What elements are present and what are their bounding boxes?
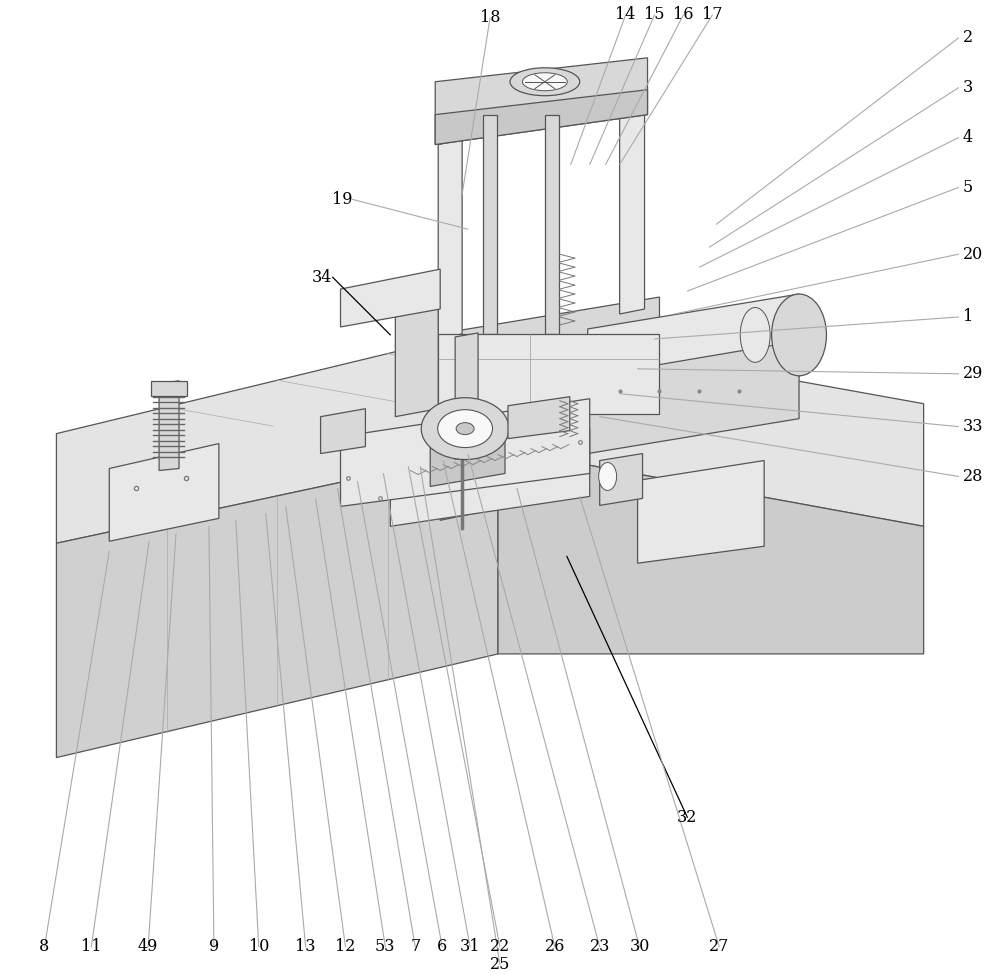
Polygon shape [600, 453, 643, 505]
Bar [438, 333, 659, 413]
Text: 2: 2 [963, 29, 973, 47]
Text: 4: 4 [963, 129, 973, 146]
Text: 14: 14 [615, 7, 636, 23]
Text: 25: 25 [490, 956, 510, 973]
Ellipse shape [599, 462, 617, 490]
Text: 33: 33 [963, 418, 983, 435]
Ellipse shape [772, 294, 826, 375]
Polygon shape [56, 448, 498, 758]
Text: 31: 31 [460, 939, 480, 956]
Polygon shape [435, 58, 648, 144]
Polygon shape [341, 399, 590, 506]
Text: 1: 1 [963, 308, 973, 326]
Ellipse shape [438, 410, 493, 448]
Text: 3: 3 [963, 79, 973, 97]
Ellipse shape [421, 398, 509, 459]
Text: 8: 8 [39, 939, 50, 956]
Bar [483, 115, 497, 333]
Polygon shape [341, 269, 440, 327]
Ellipse shape [740, 307, 770, 363]
Text: 22: 22 [490, 939, 510, 956]
Polygon shape [588, 341, 799, 453]
Text: 18: 18 [480, 10, 500, 26]
Text: 32: 32 [677, 809, 698, 826]
Polygon shape [159, 381, 179, 471]
Ellipse shape [522, 73, 567, 91]
Ellipse shape [456, 422, 474, 435]
Polygon shape [455, 332, 478, 437]
Polygon shape [56, 327, 924, 543]
Text: 11: 11 [81, 939, 102, 956]
Polygon shape [390, 429, 590, 526]
Polygon shape [588, 294, 799, 409]
Polygon shape [430, 418, 505, 487]
Text: 17: 17 [702, 7, 723, 23]
Text: 49: 49 [138, 939, 158, 956]
Text: 34: 34 [312, 269, 333, 286]
Text: 53: 53 [375, 939, 396, 956]
Text: 20: 20 [963, 246, 983, 262]
Text: 23: 23 [589, 939, 610, 956]
Polygon shape [508, 397, 570, 439]
Ellipse shape [510, 68, 580, 96]
Text: 10: 10 [249, 939, 269, 956]
Polygon shape [440, 460, 498, 521]
Text: 27: 27 [709, 939, 729, 956]
Bar [545, 115, 559, 333]
Text: 16: 16 [673, 7, 694, 23]
Text: 5: 5 [963, 178, 973, 196]
Polygon shape [321, 409, 365, 453]
Polygon shape [638, 460, 764, 564]
Polygon shape [438, 139, 462, 339]
Text: 19: 19 [332, 191, 352, 208]
Text: 12: 12 [335, 939, 356, 956]
Text: 29: 29 [963, 366, 983, 382]
Text: 7: 7 [410, 939, 420, 956]
Polygon shape [109, 444, 219, 541]
Text: 13: 13 [295, 939, 316, 956]
Polygon shape [395, 307, 438, 416]
Text: 15: 15 [644, 7, 665, 23]
Text: 28: 28 [963, 468, 983, 485]
Polygon shape [620, 109, 645, 314]
Polygon shape [498, 448, 924, 654]
Text: 9: 9 [209, 939, 219, 956]
Polygon shape [438, 297, 659, 410]
Text: 26: 26 [545, 939, 565, 956]
Polygon shape [435, 90, 648, 144]
Bar [151, 381, 187, 396]
Text: 6: 6 [437, 939, 447, 956]
Text: 30: 30 [629, 939, 650, 956]
